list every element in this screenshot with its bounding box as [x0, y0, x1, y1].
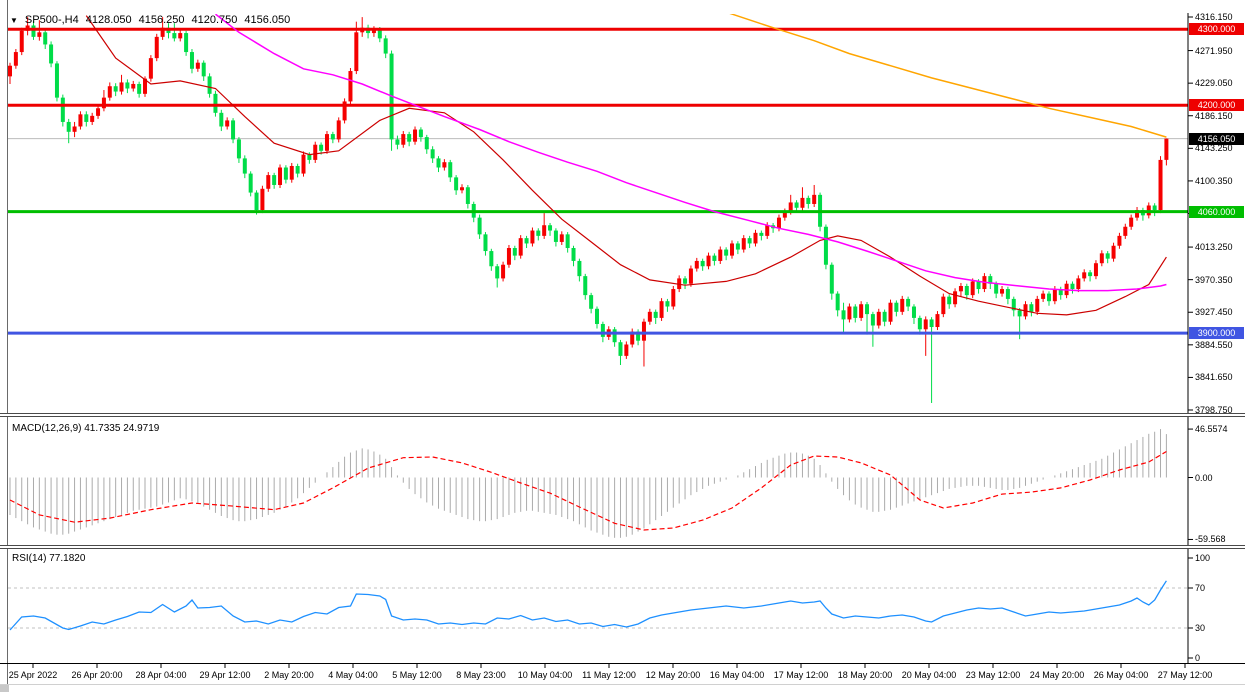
- bottom-strip: [0, 684, 1245, 692]
- main-chart-panel[interactable]: [8, 14, 1188, 413]
- macd-panel[interactable]: [8, 419, 1188, 543]
- chart-left-border: [7, 0, 8, 684]
- time-label: 27 May 12:00: [1157, 670, 1213, 680]
- price-tick-label: 3927.450: [1195, 307, 1233, 318]
- time-label: 23 May 12:00: [965, 670, 1021, 680]
- panel-separator-rsi[interactable]: [0, 545, 1245, 549]
- price-tick-label: 4013.250: [1195, 242, 1233, 253]
- macd-signal-value: 24.9719: [123, 423, 160, 434]
- rsi-tick-label: 0: [1195, 653, 1201, 663]
- high-value: 4156.250: [138, 14, 185, 26]
- macd-indicator-label: MACD(12,26,9) 41.7335 24.9719: [12, 423, 159, 434]
- level-badge-4060[interactable]: 4060.000: [1189, 206, 1244, 218]
- time-label: 17 May 12:00: [773, 670, 829, 680]
- price-tick-label: 3970.350: [1195, 274, 1233, 285]
- rsi-tick-label: 30: [1195, 623, 1206, 633]
- rsi-tick-label: 70: [1195, 583, 1206, 593]
- time-label: 26 May 04:00: [1093, 670, 1149, 680]
- level-badge-4200[interactable]: 4200.000: [1189, 99, 1244, 111]
- time-label: 8 May 23:00: [456, 670, 506, 680]
- price-tick-label: 3884.550: [1195, 339, 1233, 350]
- macd-tick-label: -59.568: [1195, 534, 1226, 545]
- scroll-corner: [0, 685, 9, 692]
- rsi-tick-label: 100: [1195, 553, 1211, 563]
- time-label: 18 May 20:00: [837, 670, 893, 680]
- macd-main-value: 41.7335: [84, 423, 121, 434]
- price-tick-label: 4186.150: [1195, 110, 1233, 121]
- rsi-name: RSI(14): [12, 553, 47, 564]
- symbol-header: ▼ SP500-,H4 4128.050 4156.250 4120.750 4…: [10, 14, 290, 26]
- time-label: 2 May 20:00: [264, 670, 314, 680]
- price-tick-label: 3841.650: [1195, 372, 1233, 383]
- time-label: 4 May 04:00: [328, 670, 378, 680]
- level-badge-3900[interactable]: 3900.000: [1189, 327, 1244, 339]
- rsi-indicator-label: RSI(14) 77.1820: [12, 553, 85, 564]
- time-label: 16 May 04:00: [709, 670, 765, 680]
- level-badge-4300[interactable]: 4300.000: [1189, 23, 1244, 35]
- price-tick-label: 4316.150: [1195, 12, 1233, 22]
- symbol-period-label: SP500-,H4: [24, 14, 79, 26]
- time-label: 25 Apr 2022: [8, 670, 58, 680]
- price-tick-label: 4143.250: [1195, 143, 1233, 154]
- open-value: 4128.050: [85, 14, 132, 26]
- symbol-dropdown-icon[interactable]: ▼: [10, 15, 18, 25]
- rsi-panel[interactable]: [8, 551, 1188, 662]
- macd-name: MACD(12,26,9): [12, 423, 82, 434]
- time-label: 5 May 12:00: [392, 670, 442, 680]
- time-label: 26 Apr 20:00: [71, 670, 123, 680]
- time-label: 29 Apr 12:00: [199, 670, 251, 680]
- time-axis-line: [0, 663, 1245, 664]
- price-tick-label: 4229.050: [1195, 78, 1233, 89]
- current-price-badge: 4156.050: [1189, 133, 1244, 145]
- low-value: 4120.750: [191, 14, 238, 26]
- close-value: 4156.050: [244, 14, 291, 26]
- time-label: 20 May 04:00: [901, 670, 957, 680]
- macd-tick-label: 46.5574: [1195, 424, 1228, 435]
- price-tick-label: 3798.750: [1195, 405, 1233, 415]
- price-tick-label: 4100.350: [1195, 175, 1233, 186]
- rsi-value: 77.1820: [49, 553, 86, 564]
- panel-separator-macd[interactable]: [0, 413, 1245, 417]
- time-label: 10 May 04:00: [517, 670, 573, 680]
- time-label: 11 May 12:00: [582, 670, 636, 680]
- time-label: 28 Apr 04:00: [135, 670, 187, 680]
- price-tick-label: 4271.950: [1195, 45, 1233, 56]
- macd-tick-label: 0.00: [1195, 472, 1213, 483]
- time-label: 24 May 20:00: [1029, 670, 1085, 680]
- time-label: 12 May 20:00: [645, 670, 701, 680]
